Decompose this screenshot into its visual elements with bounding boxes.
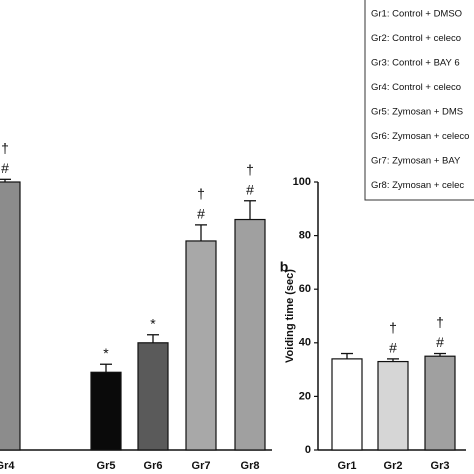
bar <box>234 218 266 451</box>
y-tick-label: 100 <box>293 176 311 188</box>
y-axis-label: Voiding time (sec) <box>284 269 296 363</box>
legend-box <box>364 0 474 201</box>
annotation: † <box>246 161 254 177</box>
y-tick-label: 80 <box>299 230 311 242</box>
annotation: * <box>150 315 156 331</box>
x-tick-label: Gr3 <box>431 460 450 472</box>
annotation: † <box>389 320 397 336</box>
bar <box>137 342 169 451</box>
x-tick-label: Gr5 <box>97 460 116 472</box>
bar <box>0 181 21 451</box>
x-tick-label: Gr1 <box>338 460 357 472</box>
bar <box>331 358 363 451</box>
legend-entry: Gr8: Zymosan + celec <box>371 180 464 191</box>
legend-entry: Gr2: Control + celeco <box>371 33 461 44</box>
legend-entry: Gr5: Zymosan + DMS <box>371 107 463 118</box>
legend-entry: Gr3: Control + BAY 6 <box>371 58 460 69</box>
bar <box>424 355 456 451</box>
bar <box>185 240 217 451</box>
x-tick-label: Gr8 <box>241 460 260 472</box>
annotation: # <box>197 206 205 222</box>
annotation: † <box>436 314 444 330</box>
annotation: † <box>197 186 205 202</box>
x-tick-label: Gr2 <box>384 460 403 472</box>
annotation: # <box>246 181 254 197</box>
x-tick-label: Gr6 <box>144 460 163 472</box>
y-tick-label: 40 <box>299 337 311 349</box>
y-tick-label: 0 <box>305 444 311 456</box>
legend-entry: Gr6: Zymosan + celeco <box>371 131 469 142</box>
bar <box>377 360 409 451</box>
annotation: # <box>436 334 444 350</box>
legend-entry: Gr1: Control + DMSO <box>371 9 462 20</box>
annotation: # <box>1 160 9 176</box>
x-tick-label: Gr4 <box>0 460 15 472</box>
annotation: † <box>1 140 9 156</box>
annotation: * <box>103 345 109 361</box>
y-tick-label: 60 <box>299 283 311 295</box>
panel-label: b <box>280 259 289 275</box>
legend-entry: Gr4: Control + celeco <box>371 82 461 93</box>
legend-entry: Gr7: Zymosan + BAY <box>371 156 461 167</box>
x-tick-label: Gr7 <box>192 460 211 472</box>
y-tick-label: 20 <box>299 390 311 402</box>
annotation: # <box>389 340 397 356</box>
bar <box>90 371 122 451</box>
